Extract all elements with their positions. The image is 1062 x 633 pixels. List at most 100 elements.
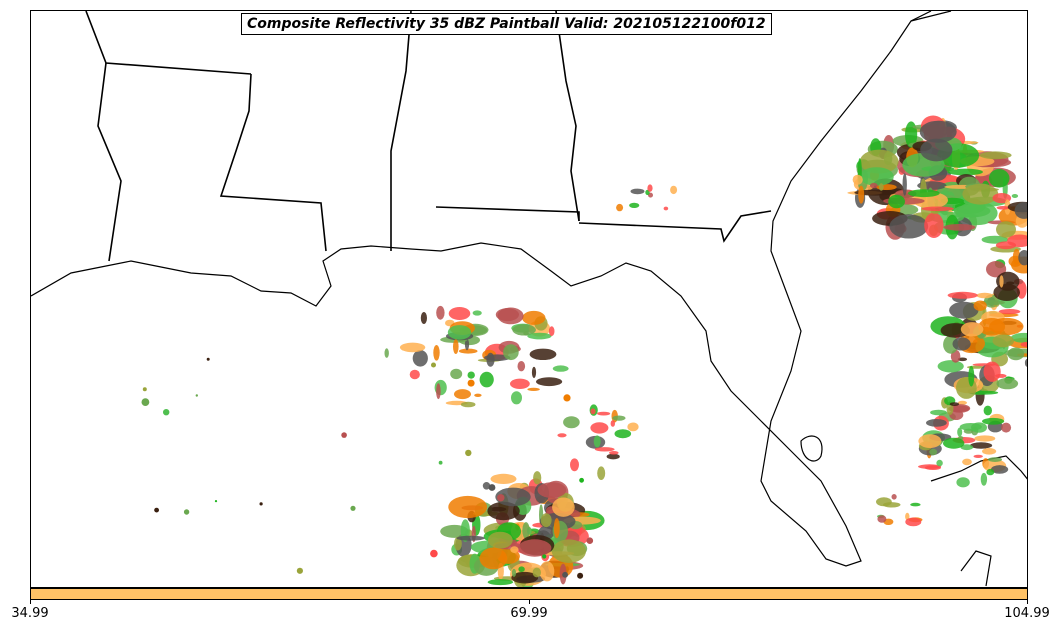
paintball-cell bbox=[1014, 202, 1027, 219]
paintball-cell bbox=[606, 453, 620, 460]
paintball-cell bbox=[503, 344, 519, 361]
paintball-cell bbox=[996, 206, 1010, 210]
paintball-cell bbox=[1024, 359, 1027, 367]
paintball-cell bbox=[464, 338, 470, 351]
paintball-cell bbox=[474, 393, 482, 397]
colorbar-label-mid: 69.99 bbox=[510, 606, 548, 621]
paintball-speck bbox=[154, 507, 159, 513]
paintball-speck bbox=[163, 409, 170, 416]
paintball-cell bbox=[527, 332, 552, 340]
paintball-cell bbox=[420, 312, 427, 324]
paintball-cell bbox=[412, 350, 428, 367]
paintball-cell bbox=[472, 310, 482, 316]
paintball-cell bbox=[986, 261, 1007, 278]
paintball-speck bbox=[467, 379, 475, 387]
paintball-cells bbox=[141, 115, 1027, 587]
paintball-cell bbox=[448, 307, 471, 320]
paintball-cell bbox=[518, 566, 525, 572]
paintball-cell bbox=[540, 513, 552, 528]
paintball-cell bbox=[517, 361, 526, 372]
paintball-cell bbox=[983, 361, 1001, 382]
lake-okeechobee bbox=[800, 435, 823, 462]
paintball-cell bbox=[436, 383, 441, 400]
paintball-cell bbox=[859, 167, 894, 186]
paintball-cell bbox=[454, 536, 462, 551]
paintball-cell bbox=[510, 378, 530, 389]
paintball-cell bbox=[531, 366, 537, 379]
paintball-cell bbox=[949, 402, 960, 406]
border-louisiana-mississippi bbox=[97, 62, 122, 262]
paintball-speck bbox=[488, 484, 496, 491]
paintball-cell bbox=[878, 183, 884, 191]
paintball-cell bbox=[630, 188, 645, 195]
paintball-cell bbox=[957, 400, 968, 405]
paintball-cell bbox=[992, 334, 1015, 348]
paintball-cell bbox=[537, 482, 567, 498]
paintball-cell bbox=[486, 352, 495, 367]
paintball-cell bbox=[1007, 347, 1025, 361]
paintball-speck bbox=[259, 502, 263, 506]
paintball-speck bbox=[431, 362, 436, 368]
cuba-coast bbox=[930, 455, 1027, 482]
paintball-cell bbox=[921, 206, 954, 212]
paintball-cell bbox=[982, 417, 1005, 425]
paintball-cell bbox=[962, 458, 972, 466]
paintball-cell bbox=[998, 309, 1021, 315]
paintball-cell bbox=[616, 203, 624, 212]
paintball-cell bbox=[978, 318, 1006, 336]
paintball-cell bbox=[988, 457, 1002, 462]
paintball-cell bbox=[663, 206, 669, 211]
paintball-cell bbox=[937, 360, 964, 373]
paintball-cell bbox=[902, 173, 907, 196]
paintball-cell bbox=[973, 454, 983, 458]
bahamas-island bbox=[960, 550, 992, 587]
paintball-cell bbox=[999, 275, 1004, 288]
paintball-speck bbox=[296, 567, 303, 574]
colorbar bbox=[30, 588, 1028, 600]
paintball-cell bbox=[510, 546, 519, 553]
paintball-cell bbox=[957, 427, 963, 437]
paintball-cell bbox=[971, 422, 987, 433]
paintball-speck bbox=[214, 500, 218, 503]
paintball-speck bbox=[206, 357, 210, 361]
colorbar-label-max: 104.99 bbox=[1004, 606, 1050, 621]
east-coast-north bbox=[910, 11, 952, 22]
paintball-cell bbox=[988, 169, 1010, 188]
paintball-cell bbox=[536, 377, 563, 387]
state-borders bbox=[85, 11, 772, 262]
paintball-cell bbox=[479, 371, 494, 388]
paintball-cell bbox=[511, 568, 517, 577]
colorbar-label-min: 34.99 bbox=[11, 606, 49, 621]
paintball-cell bbox=[1011, 194, 1019, 198]
paintball-cell bbox=[854, 189, 896, 196]
paintball-cell bbox=[858, 185, 865, 204]
paintball-speck bbox=[497, 494, 505, 502]
paintball-cell bbox=[948, 405, 970, 413]
paintball-cell bbox=[983, 405, 992, 416]
paintball-cell bbox=[1007, 234, 1027, 248]
paintball-cell bbox=[456, 535, 485, 541]
paintball-cell bbox=[1020, 342, 1027, 347]
paintball-cell bbox=[590, 422, 609, 434]
paintball-cell bbox=[953, 204, 991, 218]
paintball-cell bbox=[512, 324, 536, 336]
paintball-cell bbox=[454, 389, 471, 400]
paintball-cell bbox=[918, 434, 942, 448]
paintball-cell bbox=[448, 495, 488, 519]
paintball-cell bbox=[495, 487, 531, 507]
paintball-cell bbox=[981, 235, 1009, 244]
paintball-cell bbox=[529, 348, 557, 360]
paintball-cell bbox=[947, 168, 983, 176]
paintball-cell bbox=[889, 214, 929, 239]
paintball-cell bbox=[930, 409, 947, 416]
paintball-cell bbox=[947, 291, 978, 299]
paintball-speck bbox=[563, 394, 571, 402]
paintball-cell bbox=[551, 539, 587, 563]
paintball-cell bbox=[629, 202, 640, 208]
paintball-cell bbox=[876, 497, 892, 507]
gulf-coast bbox=[31, 11, 932, 567]
paintball-cell bbox=[1010, 332, 1027, 343]
paintball-speck bbox=[195, 394, 198, 397]
paintball-cell bbox=[877, 515, 887, 523]
paintball-cell bbox=[968, 365, 975, 387]
